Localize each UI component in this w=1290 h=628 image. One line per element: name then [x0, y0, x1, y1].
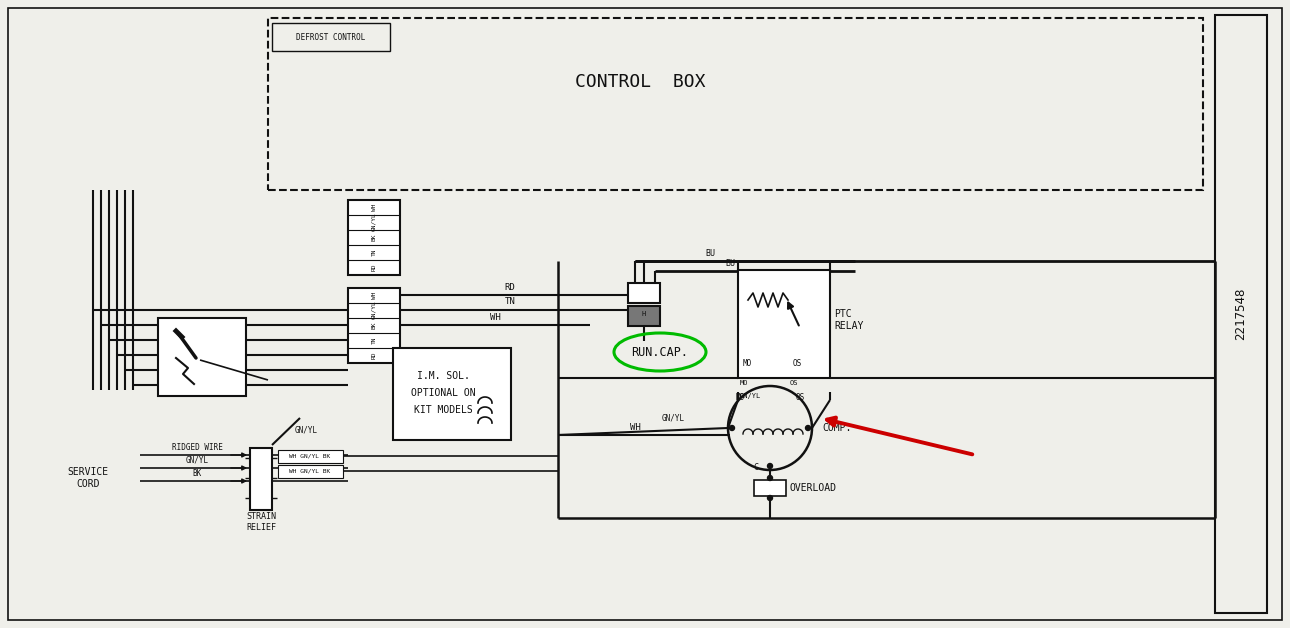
Text: WH GN/YL BK: WH GN/YL BK — [289, 453, 330, 458]
Text: OS: OS — [789, 380, 799, 386]
Bar — [348, 288, 400, 363]
Text: WH: WH — [490, 313, 501, 322]
Text: BU: BU — [725, 259, 735, 268]
Text: GN/YL: GN/YL — [186, 455, 209, 465]
Text: BK: BK — [192, 468, 201, 477]
Text: OPTIONAL ON: OPTIONAL ON — [410, 388, 475, 398]
Text: RIDGED WIRE: RIDGED WIRE — [172, 443, 222, 452]
Text: RUN.CAP.: RUN.CAP. — [632, 345, 689, 359]
Text: STRAIN
RELIEF: STRAIN RELIEF — [246, 512, 276, 532]
Text: BK: BK — [372, 322, 377, 328]
Text: WH: WH — [372, 291, 377, 299]
Text: TN: TN — [372, 248, 377, 256]
Text: MO: MO — [735, 394, 744, 403]
Bar — [753, 480, 786, 496]
Text: OVERLOAD: OVERLOAD — [789, 483, 837, 493]
Text: H: H — [642, 311, 646, 317]
Text: CONTROL  BOX: CONTROL BOX — [575, 73, 706, 91]
Text: GN/YL: GN/YL — [372, 213, 377, 231]
Bar — [250, 448, 272, 510]
Text: TN: TN — [372, 336, 377, 344]
Text: KIT MODELS: KIT MODELS — [414, 405, 472, 415]
Text: WH: WH — [372, 203, 377, 211]
Text: MO: MO — [740, 380, 748, 386]
Text: RD: RD — [504, 283, 516, 291]
Text: C: C — [753, 463, 759, 472]
Text: RD: RD — [372, 351, 377, 359]
Text: COMP.: COMP. — [822, 423, 851, 433]
Bar — [268, 18, 1204, 190]
Text: TN: TN — [504, 298, 516, 306]
Text: OS: OS — [796, 394, 805, 403]
Bar — [157, 318, 246, 396]
Circle shape — [805, 426, 810, 431]
Bar — [279, 465, 343, 478]
Bar — [559, 248, 1206, 538]
Circle shape — [768, 495, 773, 501]
Text: OS: OS — [793, 359, 802, 367]
Circle shape — [768, 475, 773, 480]
Bar — [628, 306, 660, 326]
Circle shape — [730, 426, 734, 431]
Text: MO: MO — [743, 359, 752, 367]
Text: WH GN/YL BK: WH GN/YL BK — [289, 468, 330, 474]
Text: GN/YL: GN/YL — [372, 301, 377, 320]
Bar — [279, 450, 343, 463]
Bar — [628, 283, 660, 303]
Text: BK: BK — [372, 233, 377, 241]
Bar — [272, 23, 390, 51]
Bar — [348, 200, 400, 275]
Text: GN/YL: GN/YL — [295, 426, 319, 435]
Bar — [1215, 15, 1267, 613]
Text: PTC
RELAY: PTC RELAY — [835, 309, 863, 331]
Text: SERVICE
CORD: SERVICE CORD — [67, 467, 108, 489]
Text: WH: WH — [630, 423, 640, 431]
Bar — [393, 348, 511, 440]
Bar — [738, 270, 829, 378]
Text: 2217548: 2217548 — [1235, 288, 1247, 340]
Circle shape — [768, 463, 773, 468]
Text: DEFROST CONTROL: DEFROST CONTROL — [297, 33, 365, 41]
Text: BU: BU — [706, 249, 715, 257]
Text: RD: RD — [372, 263, 377, 271]
Text: GN/YL: GN/YL — [662, 413, 685, 423]
Text: GN/YL: GN/YL — [740, 393, 761, 399]
Text: I.M. SOL.: I.M. SOL. — [417, 371, 470, 381]
